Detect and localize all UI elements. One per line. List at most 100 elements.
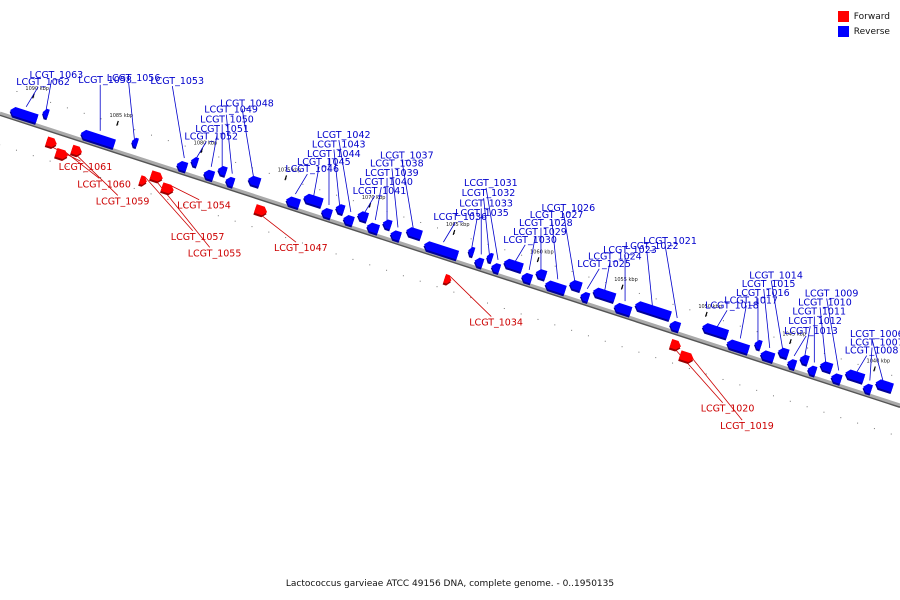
gene-LCGT_1016 bbox=[753, 339, 763, 352]
gene-LCGT_1047 bbox=[253, 204, 268, 218]
leader-LCGT_1032 bbox=[483, 198, 491, 258]
leader-LCGT_1049 bbox=[225, 114, 233, 174]
minor-tick-above bbox=[453, 232, 455, 234]
gene-arrow bbox=[754, 339, 763, 350]
gene-arrow bbox=[486, 252, 494, 263]
leader-LCGT_1063 bbox=[45, 79, 52, 114]
label-LCGT_1007: LCGT_1007 bbox=[850, 337, 900, 348]
gene-LCGT_1056 bbox=[131, 137, 139, 150]
minor-tick-below bbox=[268, 231, 270, 233]
label-LCGT_1016: LCGT_1016 bbox=[736, 288, 790, 299]
gene-LCGT_1027 bbox=[544, 280, 567, 297]
leader-LCGT_1036 bbox=[443, 221, 456, 243]
label-LCGT_1022: LCGT_1022 bbox=[625, 241, 679, 252]
minor-tick-above bbox=[235, 161, 237, 163]
minor-tick-below bbox=[100, 177, 102, 179]
gene-LCGT_1010 bbox=[819, 361, 834, 375]
minor-tick-below bbox=[789, 400, 791, 402]
label-LCGT_1040: LCGT_1040 bbox=[359, 177, 413, 188]
gene-LCGT_1053 bbox=[176, 161, 189, 174]
minor-tick-above bbox=[302, 183, 304, 185]
leader-LCGT_1031 bbox=[485, 187, 499, 260]
minor-tick-above bbox=[184, 145, 186, 147]
minor-tick-below bbox=[133, 187, 135, 189]
gene-arrow bbox=[845, 369, 866, 383]
forward-swatch bbox=[837, 11, 849, 22]
legend-forward-label: Forward bbox=[853, 11, 890, 22]
minor-tick-below bbox=[285, 237, 287, 239]
minor-tick-above bbox=[739, 325, 741, 327]
label-LCGT_1032: LCGT_1032 bbox=[462, 188, 516, 199]
gene-LCGT_1029 bbox=[521, 272, 534, 286]
gene-LCGT_1035 bbox=[467, 246, 476, 259]
gene-LCGT_1028 bbox=[535, 269, 548, 282]
label-LCGT_1011: LCGT_1011 bbox=[792, 306, 846, 317]
minor-tick-below bbox=[116, 182, 118, 184]
label-LCGT_1047: LCGT_1047 bbox=[274, 243, 328, 254]
minor-tick-below bbox=[15, 149, 17, 151]
minor-tick-below bbox=[335, 253, 337, 255]
gene-arrow bbox=[390, 230, 402, 241]
gene-LCGT_1014 bbox=[777, 347, 790, 361]
label-LCGT_1018: LCGT_1018 bbox=[705, 300, 759, 311]
minor-tick-above bbox=[251, 167, 253, 169]
gene-arrow bbox=[286, 196, 301, 209]
gene-LCGT_1049 bbox=[224, 176, 236, 189]
label-LCGT_1015: LCGT_1015 bbox=[742, 279, 796, 290]
minor-tick-above bbox=[588, 276, 590, 278]
minor-tick-above bbox=[268, 172, 270, 174]
label-LCGT_1038: LCGT_1038 bbox=[370, 158, 424, 169]
gene-LCGT_1063 bbox=[42, 108, 50, 121]
gene-arrow bbox=[678, 350, 694, 363]
minor-tick-below bbox=[688, 368, 690, 370]
gene-LCGT_1062 bbox=[9, 106, 39, 125]
minor-tick-above bbox=[571, 271, 573, 273]
gene-arrow bbox=[357, 211, 370, 222]
gene-arrow bbox=[138, 175, 147, 185]
minor-tick-above bbox=[16, 90, 18, 92]
label-LCGT_1039: LCGT_1039 bbox=[365, 168, 419, 179]
axis-shadow bbox=[0, 114, 900, 408]
label-LCGT_1041: LCGT_1041 bbox=[353, 186, 407, 197]
label-LCGT_1049: LCGT_1049 bbox=[204, 105, 258, 116]
gene-arrow bbox=[807, 365, 818, 376]
ruler-label: 1085 kbp bbox=[110, 113, 134, 119]
gene-LCGT_1051 bbox=[203, 169, 216, 183]
gene-arrow bbox=[669, 320, 682, 332]
label-LCGT_1034: LCGT_1034 bbox=[469, 318, 523, 329]
leader-LCGT_1022 bbox=[646, 251, 654, 311]
genome-axis bbox=[0, 111, 900, 408]
gene-arrow bbox=[366, 222, 381, 234]
gene-LCGT_1038 bbox=[389, 230, 402, 243]
gene-LCGT_1030 bbox=[503, 258, 524, 274]
label-LCGT_1019: LCGT_1019 bbox=[720, 421, 774, 432]
label-LCGT_1043: LCGT_1043 bbox=[312, 140, 366, 151]
minor-tick-above bbox=[285, 178, 287, 180]
minor-tick-below bbox=[83, 171, 85, 173]
gene-arrow bbox=[321, 207, 333, 219]
gene-arrow bbox=[42, 108, 50, 119]
gene-arrow bbox=[535, 269, 548, 280]
ruler-label: 1065 kbp bbox=[446, 222, 470, 228]
leader-LCGT_1062 bbox=[25, 86, 39, 107]
gene-arrow bbox=[468, 246, 476, 257]
minor-tick-below bbox=[621, 346, 623, 348]
gene-LCGT_1023 bbox=[613, 302, 633, 318]
leader-LCGT_1010 bbox=[819, 307, 827, 367]
label-LCGT_1062: LCGT_1062 bbox=[16, 77, 70, 88]
gene-LCGT_1043 bbox=[335, 204, 346, 217]
leader-LCGT_1056 bbox=[128, 82, 136, 143]
gene-arrow bbox=[831, 373, 843, 384]
leader-LCGT_1038 bbox=[391, 168, 399, 228]
gene-LCGT_1036 bbox=[423, 241, 460, 262]
label-LCGT_1024: LCGT_1024 bbox=[588, 251, 642, 262]
label-LCGT_1036: LCGT_1036 bbox=[433, 212, 487, 223]
ruler-tick bbox=[620, 284, 624, 290]
label-LCGT_1042: LCGT_1042 bbox=[317, 130, 371, 141]
label-LCGT_1052: LCGT_1052 bbox=[184, 131, 238, 142]
minor-tick-below bbox=[587, 335, 589, 337]
label-LCGT_1029: LCGT_1029 bbox=[513, 227, 567, 238]
minor-tick-below bbox=[739, 384, 741, 386]
label-LCGT_1044: LCGT_1044 bbox=[307, 149, 361, 160]
